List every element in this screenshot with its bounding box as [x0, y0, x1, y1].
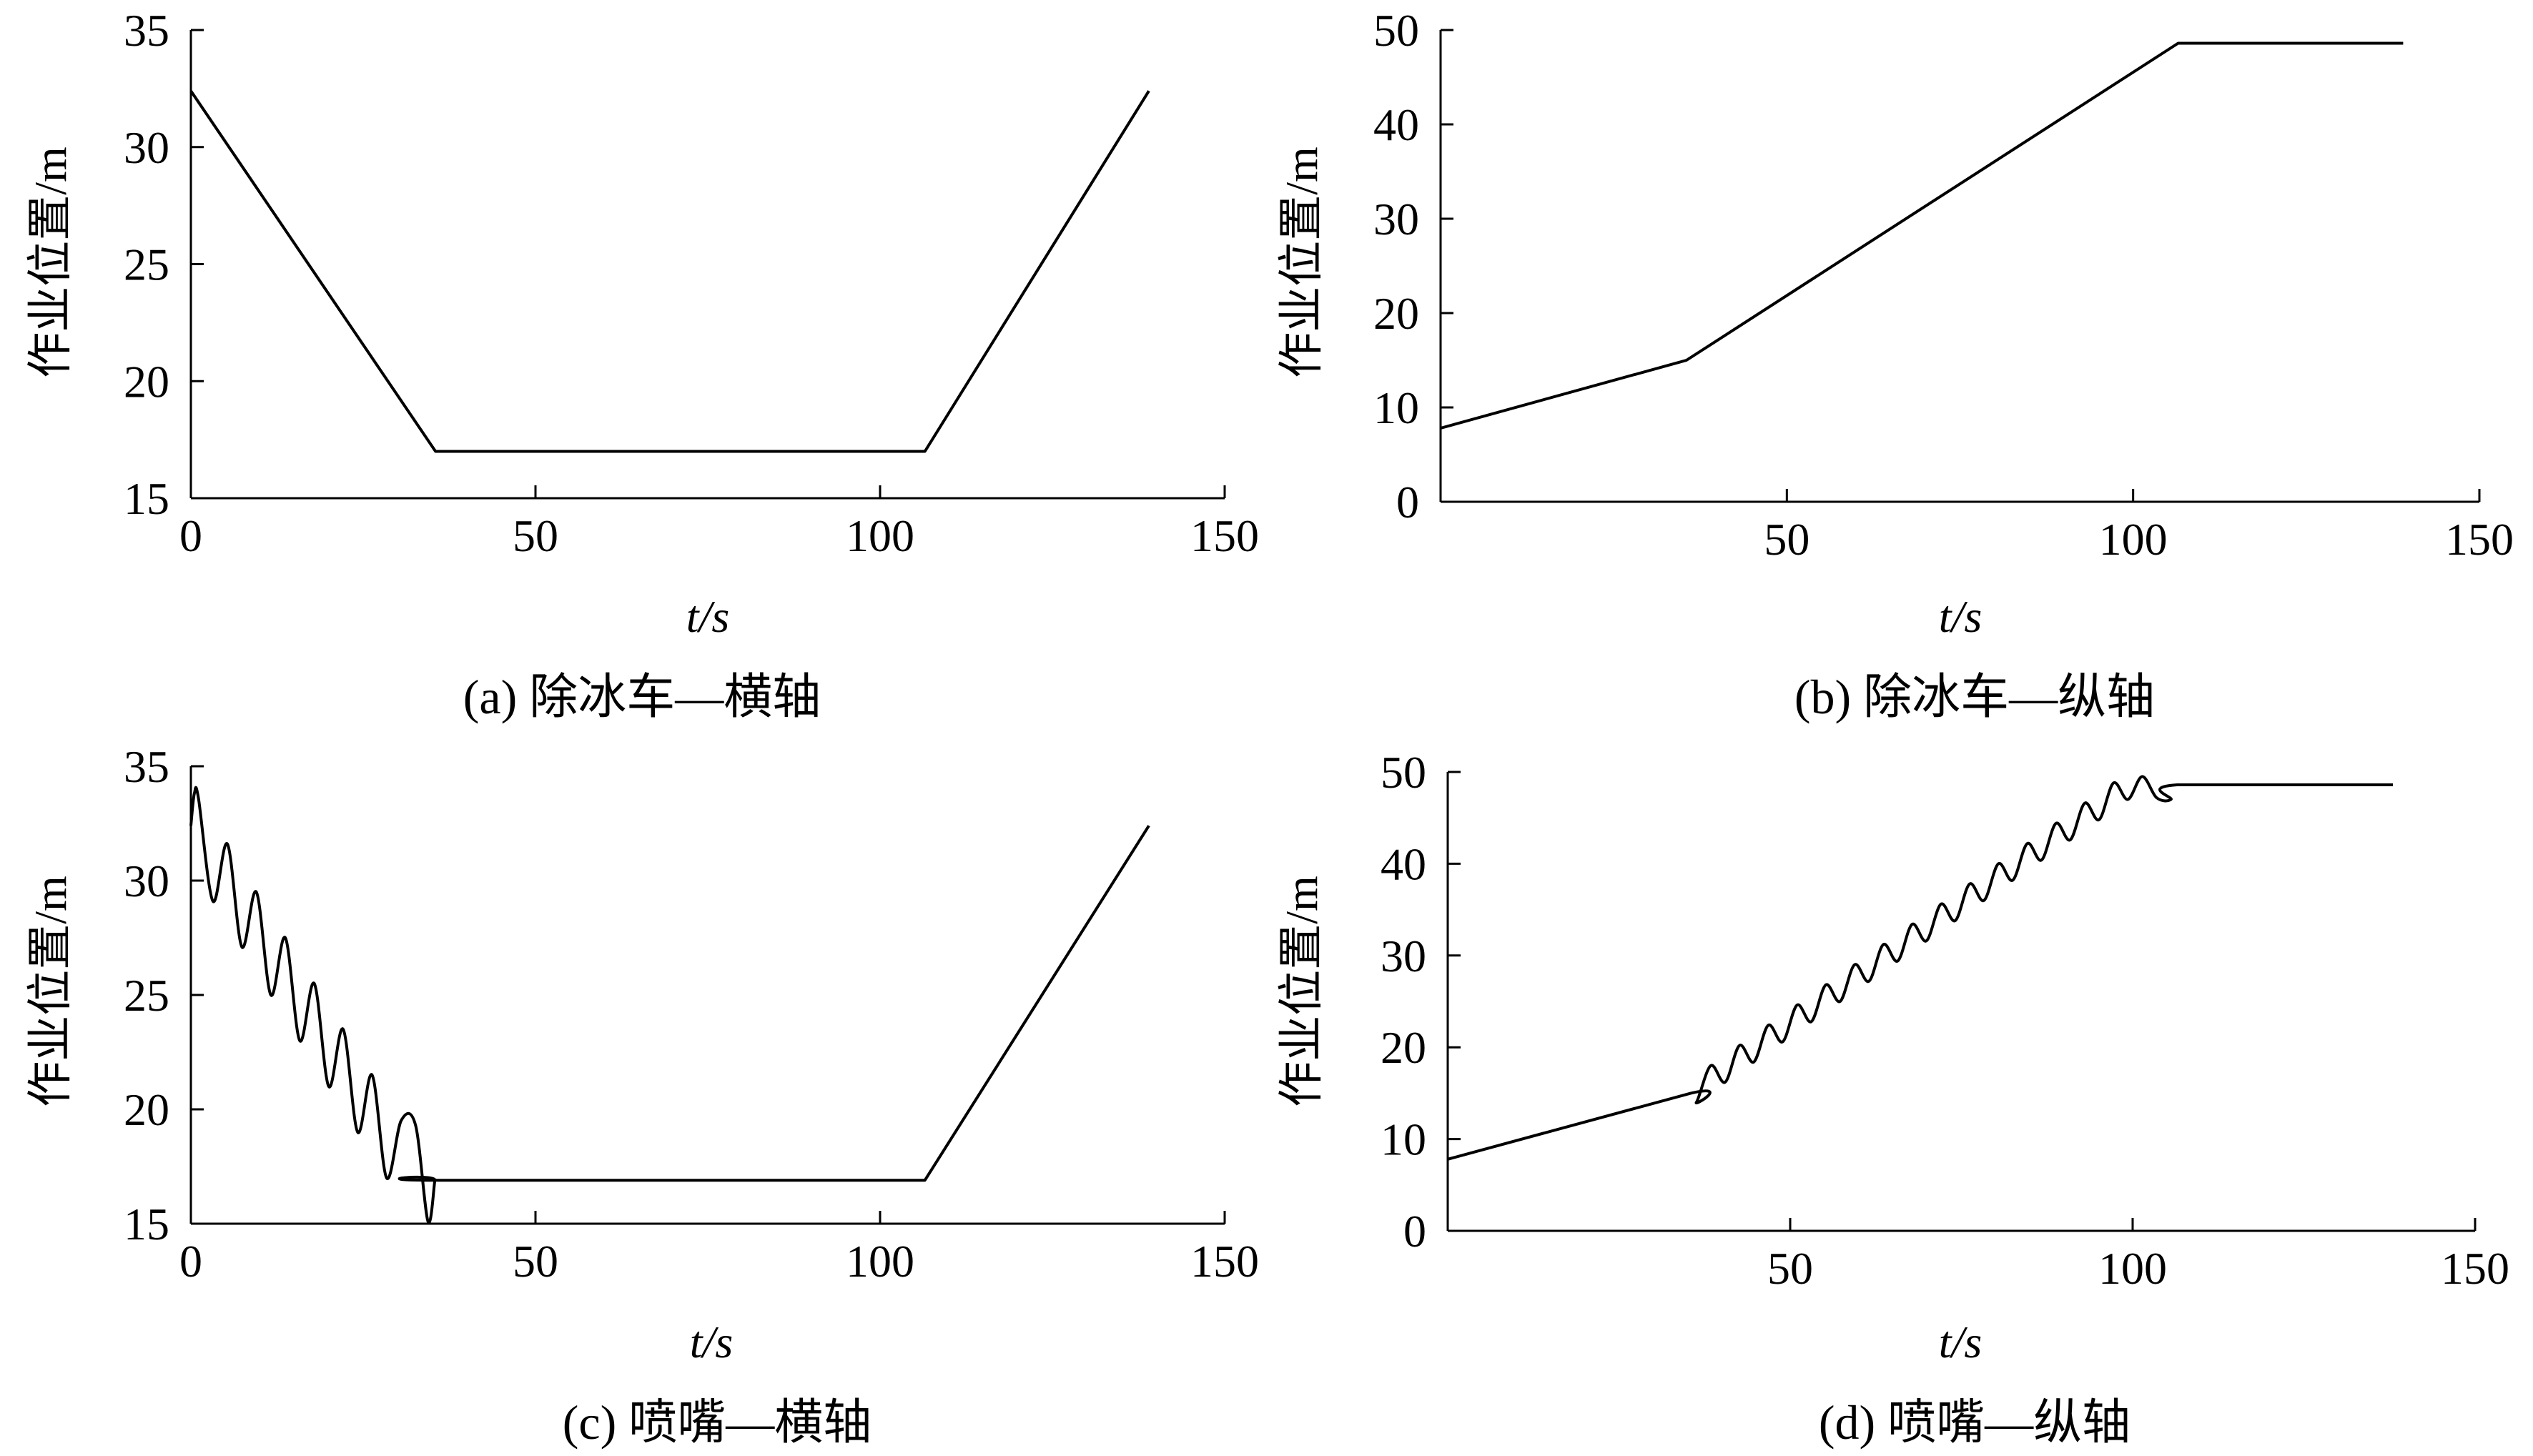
panel-a: 0 50 100 150 15 20 25 30 35 t/s 作业位置/m (a) 除冰车—横…: [25, 5, 1259, 724]
panel-a-x-tick-label: 0: [179, 510, 202, 561]
panel-b-axes: [1439, 30, 2479, 503]
panel-b-y-tick-label: 30: [1373, 194, 1419, 244]
panel-c-y-tick-label: 20: [124, 1084, 169, 1135]
panel-a-ylabel: 作业位置/m: [25, 147, 76, 378]
panel-b-series-line: [1440, 41, 2404, 430]
panel-c-x-tick-label: 100: [846, 1236, 914, 1287]
panel-c-y-tick-label: 35: [124, 741, 169, 792]
panel-b-y-tick-label: 20: [1373, 288, 1419, 339]
panel-c-x-tick-label: 150: [1190, 1236, 1259, 1287]
panel-c-y-tick-label: 15: [124, 1199, 169, 1249]
panel-d-x-tick-label: 100: [2098, 1243, 2167, 1294]
panel-b-x-tick-label: 150: [2445, 514, 2514, 565]
panel-b-ticks: 50 100 150 0 10 20 30 40 50: [1373, 5, 2514, 565]
panel-a-series-line: [189, 90, 1150, 453]
panel-c-x-tick-label: 0: [179, 1236, 202, 1287]
panel-c-x-tick-label: 50: [513, 1236, 558, 1287]
panel-c-caption: (c) 喷嘴—横轴: [563, 1395, 872, 1450]
panel-c-ticks: 0 50 100 150 15 20 25 30 35: [124, 741, 1259, 1287]
panel-c-y-tick-label: 25: [124, 970, 169, 1021]
panel-a-y-tick-label: 35: [124, 5, 169, 56]
panel-a-y-tick-label: 20: [124, 356, 169, 407]
panel-d-series: [1447, 775, 2393, 1161]
panel-b-y-tick-label: 50: [1373, 5, 1419, 56]
panel-d-y-tick-label: 50: [1381, 747, 1426, 798]
panel-d-y-tick-label: 40: [1381, 838, 1426, 889]
panel-a-xlabel: t/s: [686, 591, 729, 642]
panel-a-axes: [189, 30, 1225, 500]
panel-b-y-tick-label: 0: [1396, 477, 1419, 528]
panel-a-x-tick-label: 50: [513, 510, 558, 561]
panel-b-caption: (b) 除冰车—纵轴: [1794, 670, 2155, 724]
panel-a-x-tick-label: 100: [846, 510, 914, 561]
panel-b: 50 100 150 0 10 20 30 40 50 t/s 作业位置/m (b) 除冰车—纵…: [1276, 5, 2514, 724]
panel-a-y-tick-label: 15: [124, 473, 169, 524]
panel-c-xlabel: t/s: [690, 1317, 733, 1367]
panel-d-ticks: 50 100 150 0 10 20 30 40 50: [1381, 747, 2509, 1294]
panel-b-xlabel: t/s: [1939, 591, 1982, 642]
panel-b-y-tick-label: 10: [1373, 382, 1419, 433]
panel-b-ylabel: 作业位置/m: [1276, 147, 1327, 378]
panel-a-x-tick-label: 150: [1190, 510, 1259, 561]
panel-b-series: [1440, 41, 2404, 430]
panel-d-axes: [1446, 772, 2475, 1232]
panel-c-series: [189, 786, 1150, 1224]
panel-c-series-line: [189, 786, 1150, 1224]
panel-d-y-tick-label: 30: [1381, 931, 1426, 981]
panel-c-y-tick-label: 30: [124, 856, 169, 906]
panel-d-xlabel: t/s: [1939, 1317, 1982, 1367]
panel-a-y-tick-label: 30: [124, 122, 169, 173]
panel-b-x-tick-label: 50: [1764, 514, 1809, 565]
panel-d-series-line: [1447, 775, 2393, 1161]
panel-d-x-tick-label: 150: [2441, 1243, 2509, 1294]
panel-a-y-tick-label: 25: [124, 239, 169, 290]
panel-c: 0 50 100 150 15 20 25 30 35 t/s 作业位置/m (c) 喷嘴—横轴: [25, 741, 1259, 1450]
panel-b-y-tick-label: 40: [1373, 99, 1419, 150]
panel-d-y-tick-label: 10: [1381, 1114, 1426, 1165]
panel-d-x-tick-label: 50: [1767, 1243, 1813, 1294]
panel-d-y-tick-label: 20: [1381, 1022, 1426, 1073]
panel-a-ticks: 0 50 100 150 15 20 25 30 35: [124, 5, 1259, 561]
panel-d-y-tick-label: 0: [1403, 1206, 1426, 1257]
panel-d-caption: (d) 喷嘴—纵轴: [1819, 1395, 2130, 1450]
panel-a-series: [189, 90, 1150, 453]
panel-a-caption: (a) 除冰车—横轴: [463, 670, 821, 724]
panel-c-axes: [189, 766, 1225, 1225]
panel-d: 50 100 150 0 10 20 30 40 50 t/s 作业位置/m (d) 喷嘴—纵轴: [1276, 747, 2509, 1450]
panel-c-ylabel: 作业位置/m: [25, 876, 76, 1107]
panel-d-ylabel: 作业位置/m: [1276, 876, 1327, 1107]
panel-b-x-tick-label: 100: [2099, 514, 2168, 565]
